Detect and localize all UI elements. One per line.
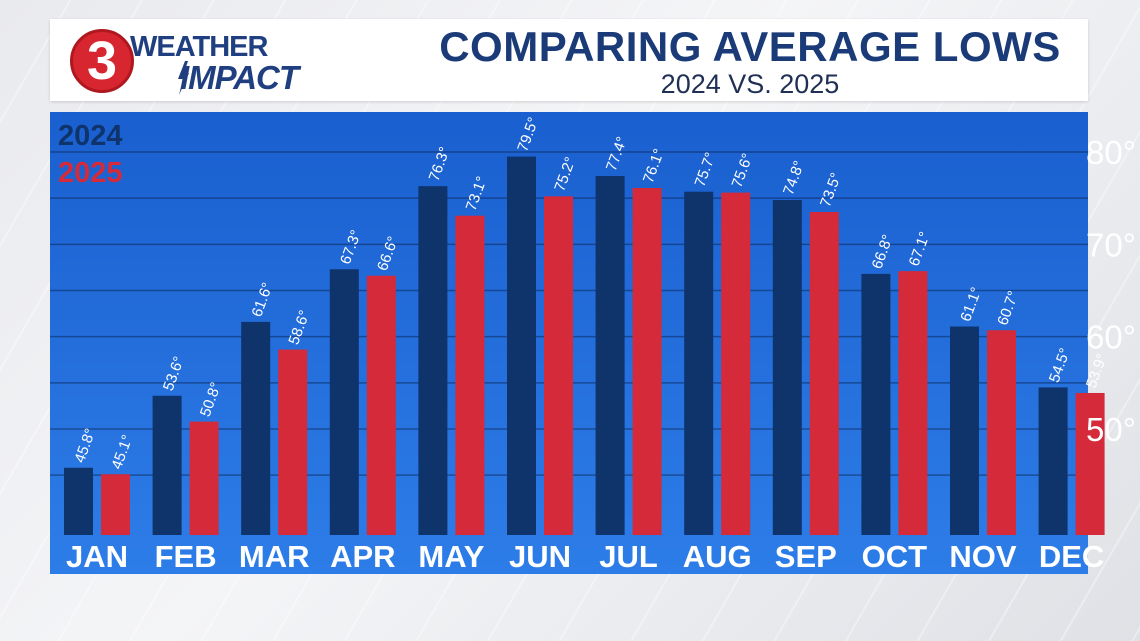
y-tick-label: 60°	[1086, 319, 1136, 356]
bar-2024-jun	[507, 156, 536, 535]
bar-2025-apr	[366, 275, 396, 535]
category-label-sep: SEP	[775, 539, 837, 574]
bar-2025-jan	[101, 474, 130, 535]
logo-circle	[70, 29, 134, 93]
category-label-aug: AUG	[683, 539, 752, 574]
bar-2025-sep	[809, 212, 839, 535]
page-subtitle: 2024 VS. 2025	[660, 69, 840, 99]
page-title: COMPARING AVERAGE LOWS	[439, 23, 1061, 70]
category-label-jan: JAN	[66, 539, 128, 574]
logo-number: 3	[86, 31, 118, 91]
bar-2024-may	[418, 186, 448, 535]
y-axis-ticks: 50° 60° 70° 80°	[1086, 134, 1136, 448]
category-labels: JAN FEB MAR APR MAY JUN JUL AUG SEP OCT NOV DEC	[66, 539, 1104, 574]
bar-2025-may	[455, 215, 485, 535]
category-label-oct: OCT	[862, 539, 928, 574]
bar-2024-sep	[772, 200, 802, 535]
category-label-may: MAY	[418, 539, 484, 574]
y-tick-label: 70°	[1086, 226, 1136, 263]
station-logo: 3 WEATHER IMPACT	[68, 25, 338, 97]
bar-2024-oct	[861, 273, 891, 535]
category-label-apr: APR	[330, 539, 395, 574]
legend-entry-2025: 2025	[58, 157, 123, 189]
y-tick-label: 80°	[1086, 134, 1136, 171]
bar-2024-feb	[152, 395, 182, 535]
header-banner: 3 WEATHER IMPACT COMPARING AVERAGE LOWS …	[50, 19, 1088, 101]
category-label-dec: DEC	[1039, 539, 1104, 574]
y-tick-label: 50°	[1086, 411, 1136, 448]
category-label-jul: JUL	[599, 539, 658, 574]
bar-2025-jul	[632, 188, 662, 535]
bar-2024-aug	[684, 191, 714, 535]
bar-2024-apr	[329, 269, 359, 535]
lightning-bolt-icon	[178, 61, 189, 95]
bar-2024-nov	[950, 326, 979, 535]
bar-2025-jun	[544, 196, 573, 535]
bar-2024-jul	[595, 176, 625, 536]
bar-2025-feb	[189, 421, 219, 535]
category-label-jun: JUN	[509, 539, 571, 574]
bar-2025-oct	[898, 271, 928, 535]
logo-weather-text: WEATHER	[130, 31, 268, 63]
logo-impact-text: IMPACT	[180, 59, 299, 96]
bar-2025-aug	[721, 192, 751, 536]
bars	[64, 156, 1105, 536]
bar-2025-mar	[278, 349, 308, 535]
bar-2024-mar	[241, 321, 271, 535]
category-label-feb: FEB	[155, 539, 217, 574]
category-label-nov: NOV	[949, 539, 1017, 574]
legend: 2024 2025	[58, 120, 123, 189]
bar-2025-nov	[987, 330, 1016, 535]
bar-2025-dec	[1075, 392, 1105, 535]
bar-2024-dec	[1038, 387, 1068, 535]
legend-entry-2024: 2024	[58, 120, 123, 152]
bar-2024-jan	[64, 467, 93, 535]
category-label-mar: MAR	[239, 539, 310, 574]
